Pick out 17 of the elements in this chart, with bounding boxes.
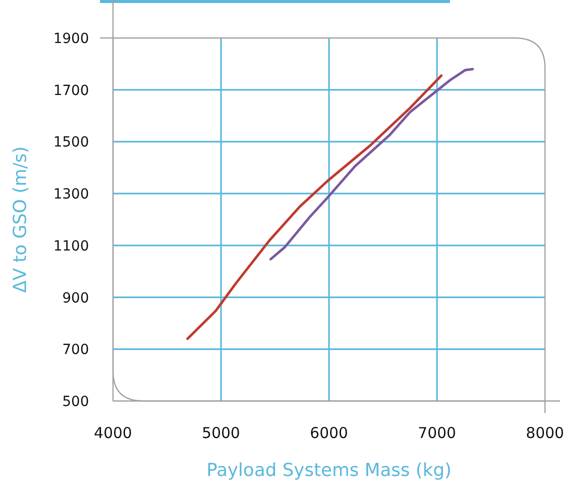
y-tick-label: 700 bbox=[62, 342, 89, 358]
x-tick-label: 8000 bbox=[526, 424, 564, 442]
y-tick-label: 1300 bbox=[53, 186, 89, 203]
y-tick-label: 900 bbox=[62, 290, 89, 306]
y-tick-label: 1700 bbox=[53, 82, 89, 99]
x-tick-label: 4000 bbox=[94, 424, 132, 442]
x-tick-label: 7000 bbox=[418, 424, 456, 442]
line-series bbox=[186, 74, 443, 340]
y-tick-label: 1500 bbox=[53, 134, 89, 151]
y-axis-title: ΔV to GSO (m/s) bbox=[10, 146, 31, 293]
x-tick-label: 6000 bbox=[310, 424, 348, 442]
y-tick-label: 1900 bbox=[53, 31, 89, 47]
x-axis-title: Payload Systems Mass (kg) bbox=[206, 460, 452, 481]
y-tick-label: 500 bbox=[62, 394, 89, 410]
x-tick-label: 5000 bbox=[202, 424, 240, 442]
line-series bbox=[269, 68, 474, 260]
y-tick-label: 1100 bbox=[53, 238, 89, 254]
